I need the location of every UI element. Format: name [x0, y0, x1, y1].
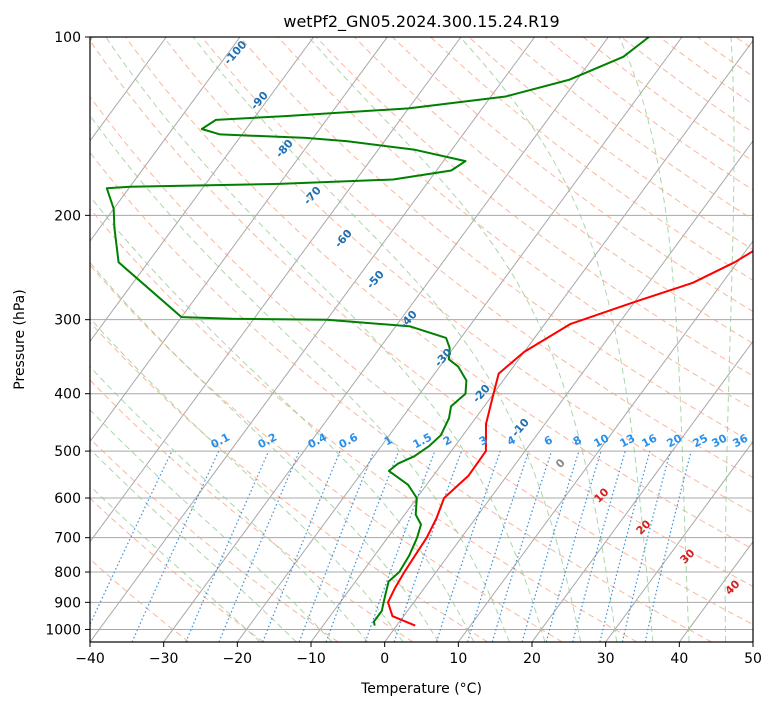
- moist-adiabat-line: [192, 37, 582, 642]
- mixing-ratio-line: [218, 450, 301, 642]
- chart-title: wetPf2_GN05.2024.300.15.24.R19: [283, 12, 559, 32]
- x-axis-label: Temperature (°C): [360, 681, 482, 697]
- dry-adiabat-line: [90, 379, 414, 642]
- mixing-ratio-label: 36: [731, 431, 751, 450]
- x-tick-label: −30: [149, 651, 179, 667]
- dry-adiabat-line: [163, 37, 753, 514]
- x-tick-label: 50: [744, 651, 762, 667]
- dry-adiabat-line: [354, 37, 753, 345]
- dry-adiabat-line: [90, 264, 563, 642]
- isotherm-line: [531, 340, 753, 642]
- y-tick-label: 500: [54, 444, 81, 460]
- y-tick-label: 600: [54, 491, 81, 507]
- y-axis-label: Pressure (hPa): [12, 289, 28, 389]
- plot-frame: [89, 36, 754, 643]
- x-tick-label: 30: [597, 651, 615, 667]
- isotherm-line: [90, 37, 315, 343]
- isotherm-line: [605, 440, 753, 642]
- temperature-profile-line: [387, 249, 753, 627]
- dewpoint-profile-line: [105, 37, 650, 626]
- mixing-ratio-line: [521, 450, 580, 642]
- moist-adiabat-line: [308, 37, 618, 642]
- mixing-ratio-line: [491, 450, 553, 642]
- dry-adiabat-line: [125, 37, 753, 550]
- y-tick-label: 700: [54, 531, 81, 547]
- x-tick-label: 40: [670, 651, 688, 667]
- y-tick-label: 1000: [45, 622, 81, 638]
- mixing-ratio-label: 16: [640, 431, 660, 450]
- isotherm-line: [236, 37, 683, 642]
- mixing-ratio-label: 20: [665, 431, 685, 450]
- mixing-ratio-line: [364, 450, 436, 642]
- sounding-profiles: [105, 37, 753, 627]
- moist-adiabat-line: [90, 317, 404, 642]
- mixing-ratio-line: [545, 450, 602, 642]
- moist-adiabat-line: [90, 485, 261, 642]
- mixing-ratio-line: [393, 450, 463, 642]
- y-axis-ticks: 100 200 300 400 500 600 700 800 900 1000: [45, 30, 90, 638]
- y-tick-label: 300: [54, 313, 81, 329]
- moist-adiabat-line: [90, 114, 510, 642]
- x-tick-label: 20: [523, 651, 541, 667]
- isotherm-line: [90, 37, 167, 142]
- moist-adiabat-line: [90, 448, 297, 642]
- dry-adiabat-line: [430, 37, 753, 281]
- y-tick-label: 800: [54, 565, 81, 581]
- dry-adiabat-line: [90, 207, 638, 642]
- dry-adiabat-line: [392, 37, 753, 313]
- x-tick-label: −10: [296, 651, 326, 667]
- mixing-ratio-line: [466, 450, 530, 642]
- dry-adiabat-line: [239, 37, 753, 444]
- mixing-ratio-label: 10: [592, 431, 612, 450]
- isotherm-line: [163, 37, 609, 642]
- x-tick-label: −20: [223, 651, 253, 667]
- isotherm-line: [90, 37, 536, 642]
- dry-adiabat-line: [90, 95, 753, 626]
- x-tick-label: 0: [380, 651, 389, 667]
- dry-adiabat-line: [90, 151, 712, 642]
- moist-adiabat-line: [724, 37, 735, 642]
- y-tick-label: 100: [54, 30, 81, 46]
- y-tick-label: 200: [54, 208, 81, 224]
- mixing-ratio-line: [621, 450, 671, 642]
- dry-adiabat-line: [468, 37, 753, 251]
- moist-adiabat-line: [618, 37, 690, 642]
- mixing-ratio-label: 25: [691, 432, 711, 451]
- x-tick-label: −40: [75, 651, 105, 667]
- isotherm-line: [90, 37, 241, 242]
- mixing-ratio-line: [572, 450, 626, 642]
- mixing-ratio-label: 30: [710, 431, 730, 450]
- mixing-ratio-line: [644, 450, 692, 642]
- isotherm-line: [457, 240, 753, 642]
- isotherm-line: [384, 140, 753, 642]
- moist-adiabat-line: [459, 37, 654, 642]
- mixing-ratio-line: [185, 450, 270, 642]
- x-tick-label: 10: [449, 651, 467, 667]
- moist-adiabat-line: [90, 261, 439, 642]
- moist-adiabat-line: [90, 409, 333, 642]
- mixing-ratio-line: [435, 450, 501, 642]
- dry-adiabat-line: [90, 321, 488, 642]
- dry-adiabat-line: [90, 39, 753, 587]
- y-tick-label: 400: [54, 387, 81, 403]
- moist-adiabat-line: [105, 37, 546, 642]
- y-tick-label: 900: [54, 595, 81, 611]
- mixing-ratio-line: [90, 450, 173, 626]
- dry-adiabat-line: [90, 497, 264, 642]
- mixing-ratio-line: [599, 450, 651, 642]
- mixing-ratio-label: 13: [618, 432, 638, 451]
- mixing-ratio-line: [131, 450, 220, 642]
- x-axis-ticks: −40 −30 −20 −10 0 10 20 30 40 50: [75, 642, 762, 667]
